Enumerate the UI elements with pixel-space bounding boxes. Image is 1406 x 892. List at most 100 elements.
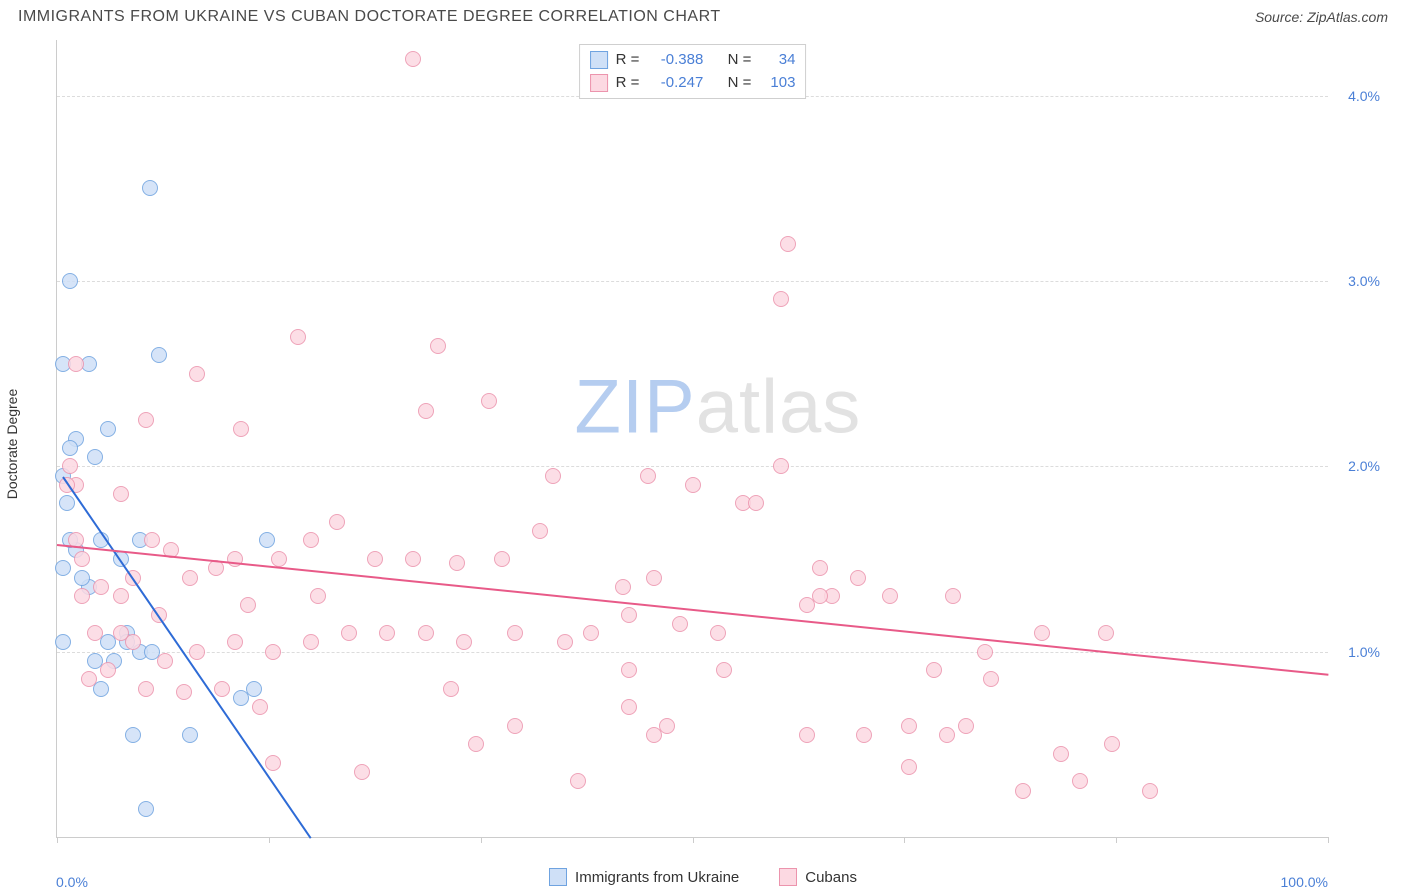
legend-row-ukraine: R =-0.388 N =34 xyxy=(590,49,796,72)
data-point-cubans xyxy=(74,588,90,604)
x-tick xyxy=(904,837,905,843)
data-point-cubans xyxy=(799,727,815,743)
data-point-cubans xyxy=(240,597,256,613)
r-value: -0.247 xyxy=(647,72,703,95)
data-point-cubans xyxy=(456,634,472,650)
data-point-cubans xyxy=(271,551,287,567)
data-point-cubans xyxy=(812,560,828,576)
data-point-cubans xyxy=(926,662,942,678)
data-point-cubans xyxy=(621,699,637,715)
data-point-cubans xyxy=(113,588,129,604)
data-point-cubans xyxy=(182,570,198,586)
watermark-part1: ZIP xyxy=(575,364,696,449)
y-gridline xyxy=(57,281,1328,282)
data-point-cubans xyxy=(545,468,561,484)
data-point-cubans xyxy=(176,684,192,700)
x-tick xyxy=(1328,837,1329,843)
data-point-cubans xyxy=(901,759,917,775)
data-point-cubans xyxy=(100,662,116,678)
data-point-cubans xyxy=(773,458,789,474)
data-point-cubans xyxy=(507,625,523,641)
data-point-cubans xyxy=(945,588,961,604)
data-point-cubans xyxy=(1034,625,1050,641)
data-point-cubans xyxy=(494,551,510,567)
data-point-cubans xyxy=(1072,773,1088,789)
data-point-cubans xyxy=(144,532,160,548)
footer-legend-item-ukraine: Immigrants from Ukraine xyxy=(549,868,739,886)
data-point-ukraine xyxy=(55,634,71,650)
data-point-cubans xyxy=(189,366,205,382)
plot-region: ZIPatlas R =-0.388 N =34R =-0.247 N =103… xyxy=(56,40,1328,838)
data-point-cubans xyxy=(87,625,103,641)
r-label: R = xyxy=(616,72,640,95)
legend-swatch xyxy=(779,868,797,886)
data-point-cubans xyxy=(227,634,243,650)
data-point-cubans xyxy=(570,773,586,789)
data-point-cubans xyxy=(621,662,637,678)
data-point-cubans xyxy=(157,653,173,669)
data-point-cubans xyxy=(379,625,395,641)
data-point-cubans xyxy=(646,570,662,586)
data-point-cubans xyxy=(81,671,97,687)
data-point-cubans xyxy=(138,681,154,697)
correlation-legend: R =-0.388 N =34R =-0.247 N =103 xyxy=(579,44,807,99)
data-point-ukraine xyxy=(59,495,75,511)
x-tick xyxy=(693,837,694,843)
data-point-cubans xyxy=(748,495,764,511)
data-point-cubans xyxy=(138,412,154,428)
data-point-cubans xyxy=(1015,783,1031,799)
data-point-ukraine xyxy=(62,440,78,456)
data-point-ukraine xyxy=(151,347,167,363)
data-point-ukraine xyxy=(100,421,116,437)
data-point-cubans xyxy=(850,570,866,586)
data-point-cubans xyxy=(716,662,732,678)
data-point-cubans xyxy=(74,551,90,567)
watermark-part2: atlas xyxy=(696,364,862,449)
data-point-cubans xyxy=(329,514,345,530)
data-point-cubans xyxy=(62,458,78,474)
data-point-cubans xyxy=(265,755,281,771)
n-value: 34 xyxy=(759,49,795,72)
data-point-ukraine xyxy=(138,801,154,817)
x-tick xyxy=(1116,837,1117,843)
data-point-cubans xyxy=(685,477,701,493)
data-point-cubans xyxy=(812,588,828,604)
data-point-cubans xyxy=(310,588,326,604)
data-point-cubans xyxy=(882,588,898,604)
data-point-cubans xyxy=(430,338,446,354)
data-point-cubans xyxy=(557,634,573,650)
data-point-cubans xyxy=(615,579,631,595)
data-point-ukraine xyxy=(87,449,103,465)
data-point-cubans xyxy=(640,468,656,484)
y-axis-label: Doctorate Degree xyxy=(4,389,20,500)
data-point-ukraine xyxy=(55,560,71,576)
data-point-cubans xyxy=(1098,625,1114,641)
data-point-cubans xyxy=(290,329,306,345)
data-point-ukraine xyxy=(62,273,78,289)
data-point-cubans xyxy=(856,727,872,743)
r-value: -0.388 xyxy=(647,49,703,72)
data-point-cubans xyxy=(113,625,129,641)
data-point-cubans xyxy=(443,681,459,697)
data-point-cubans xyxy=(303,634,319,650)
data-point-cubans xyxy=(418,403,434,419)
n-label: N = xyxy=(728,72,752,95)
data-point-ukraine xyxy=(142,180,158,196)
legend-swatch xyxy=(549,868,567,886)
data-point-cubans xyxy=(958,718,974,734)
data-point-cubans xyxy=(354,764,370,780)
data-point-cubans xyxy=(449,555,465,571)
data-point-cubans xyxy=(977,644,993,660)
data-point-cubans xyxy=(418,625,434,641)
data-point-cubans xyxy=(481,393,497,409)
data-point-cubans xyxy=(507,718,523,734)
data-point-cubans xyxy=(468,736,484,752)
data-point-cubans xyxy=(113,486,129,502)
data-point-cubans xyxy=(341,625,357,641)
data-point-cubans xyxy=(214,681,230,697)
legend-swatch xyxy=(590,51,608,69)
data-point-cubans xyxy=(1142,783,1158,799)
data-point-ukraine xyxy=(182,727,198,743)
data-point-cubans xyxy=(583,625,599,641)
data-point-cubans xyxy=(983,671,999,687)
